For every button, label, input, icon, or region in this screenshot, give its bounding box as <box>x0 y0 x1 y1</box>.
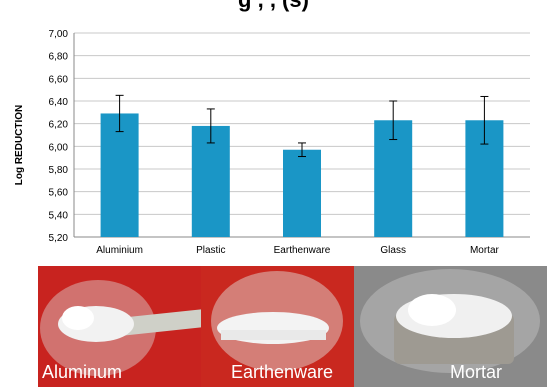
y-tick-label: 6,00 <box>49 142 69 153</box>
x-tick-labels: Aluminium Plastic Earthenware Glass Mortar <box>96 245 499 256</box>
x-tick-label: Glass <box>380 245 406 256</box>
y-tick-labels: 7,00 6,80 6,60 6,40 6,20 6,00 5,80 5,60 5,40 5,20 <box>49 29 69 244</box>
bar <box>100 113 139 237</box>
photo-caption: Mortar <box>450 362 503 382</box>
photo-caption: Aluminum <box>42 362 123 382</box>
y-tick-label: 7,00 <box>49 29 69 40</box>
x-tick-label: Plastic <box>196 245 225 256</box>
y-tick-label: 5,40 <box>49 210 69 221</box>
y-tick-label: 6,20 <box>49 120 69 131</box>
y-tick-label: 5,80 <box>49 165 69 176</box>
y-tick-label: 6,60 <box>49 74 69 85</box>
photo-mortar: Mortar <box>354 266 547 387</box>
bar-chart: 7,00 6,80 6,60 6,40 6,20 6,00 5,80 5,60 5,40 5,20… <box>14 29 530 256</box>
bar <box>191 125 230 237</box>
x-tick-label: Aluminium <box>96 245 143 256</box>
bar <box>283 149 321 237</box>
x-tick-label: Earthenware <box>274 245 331 256</box>
x-tick-label: Mortar <box>470 245 500 256</box>
error-bars <box>115 94 489 158</box>
y-tick-label: 5,20 <box>49 233 69 244</box>
photo-earthenware: Earthenware <box>201 266 354 387</box>
y-axis-label: Log REDUCTION <box>14 105 25 186</box>
y-tick-label: 6,80 <box>49 52 69 63</box>
photo-aluminum: Aluminum <box>38 266 201 387</box>
title-fragment: g , , (s) <box>0 0 547 12</box>
y-tick-label: 5,60 <box>49 188 69 199</box>
sample-photos: Aluminum Earthenware Mortar <box>38 266 547 387</box>
bars <box>100 113 504 237</box>
photo-caption: Earthenware <box>231 362 334 382</box>
y-tick-label: 6,40 <box>49 97 69 108</box>
